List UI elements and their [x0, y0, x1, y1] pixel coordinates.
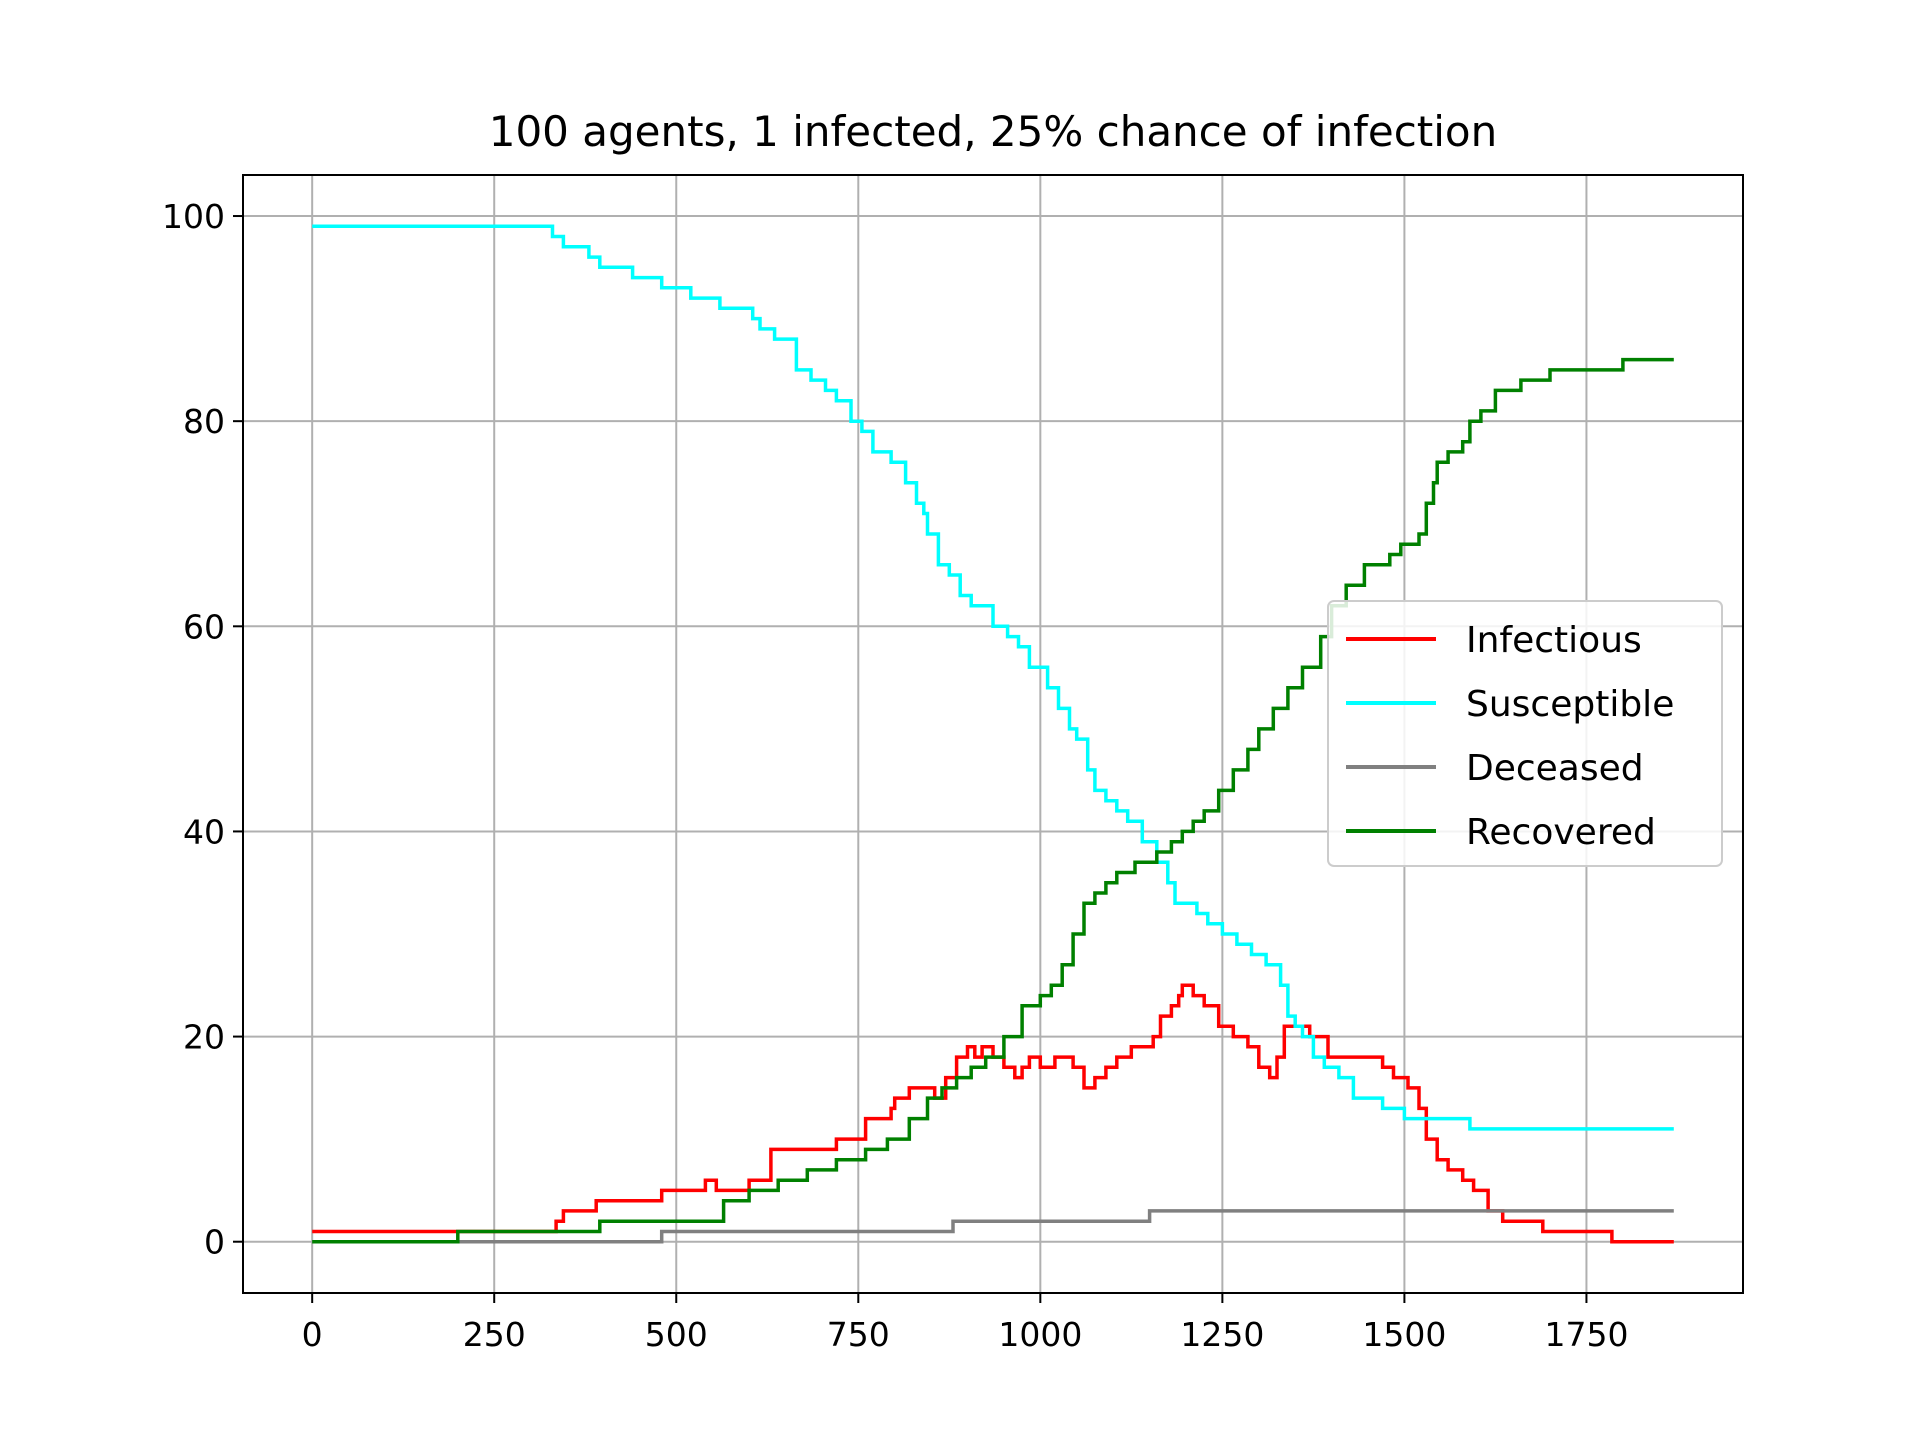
y-tick-label: 40 — [183, 812, 225, 851]
series-line-recovered — [312, 357, 1674, 1244]
x-tick-label: 500 — [645, 1315, 708, 1354]
series-line-susceptible — [312, 224, 1674, 1131]
y-tick-label: 20 — [183, 1018, 225, 1057]
x-tick-label: 1500 — [1362, 1315, 1446, 1354]
plot-frame — [242, 174, 1744, 1294]
legend-label-recovered: Recovered — [1466, 812, 1656, 853]
chart-title: 100 agents, 1 infected, 25% chance of in… — [489, 107, 1498, 156]
y-tick-label: 60 — [183, 607, 225, 646]
series-lines — [312, 224, 1674, 1244]
legend-label-deceased: Deceased — [1466, 748, 1644, 789]
legend-box — [1327, 600, 1723, 867]
x-tick-label: 1000 — [998, 1315, 1082, 1354]
series-line-deceased — [312, 1209, 1674, 1244]
y-tick-label: 100 — [162, 197, 225, 236]
legend-label-susceptible: Susceptible — [1466, 684, 1674, 725]
legend-label-infectious: Infectious — [1466, 620, 1642, 661]
axis-ticks: 0 250 500 750 1000 1250 1500 1750 0 20 40 60 80 100 — [162, 197, 1628, 1354]
y-tick-label: 0 — [204, 1223, 225, 1262]
x-tick-label: 750 — [827, 1315, 890, 1354]
series-line-infectious — [312, 983, 1674, 1244]
legend: Infectious Susceptible Deceased Recovered — [1327, 600, 1723, 867]
x-tick-label: 250 — [463, 1315, 526, 1354]
x-tick-label: 1250 — [1180, 1315, 1264, 1354]
y-tick-label: 80 — [183, 402, 225, 441]
x-tick-label: 1750 — [1544, 1315, 1628, 1354]
x-tick-label: 0 — [302, 1315, 323, 1354]
